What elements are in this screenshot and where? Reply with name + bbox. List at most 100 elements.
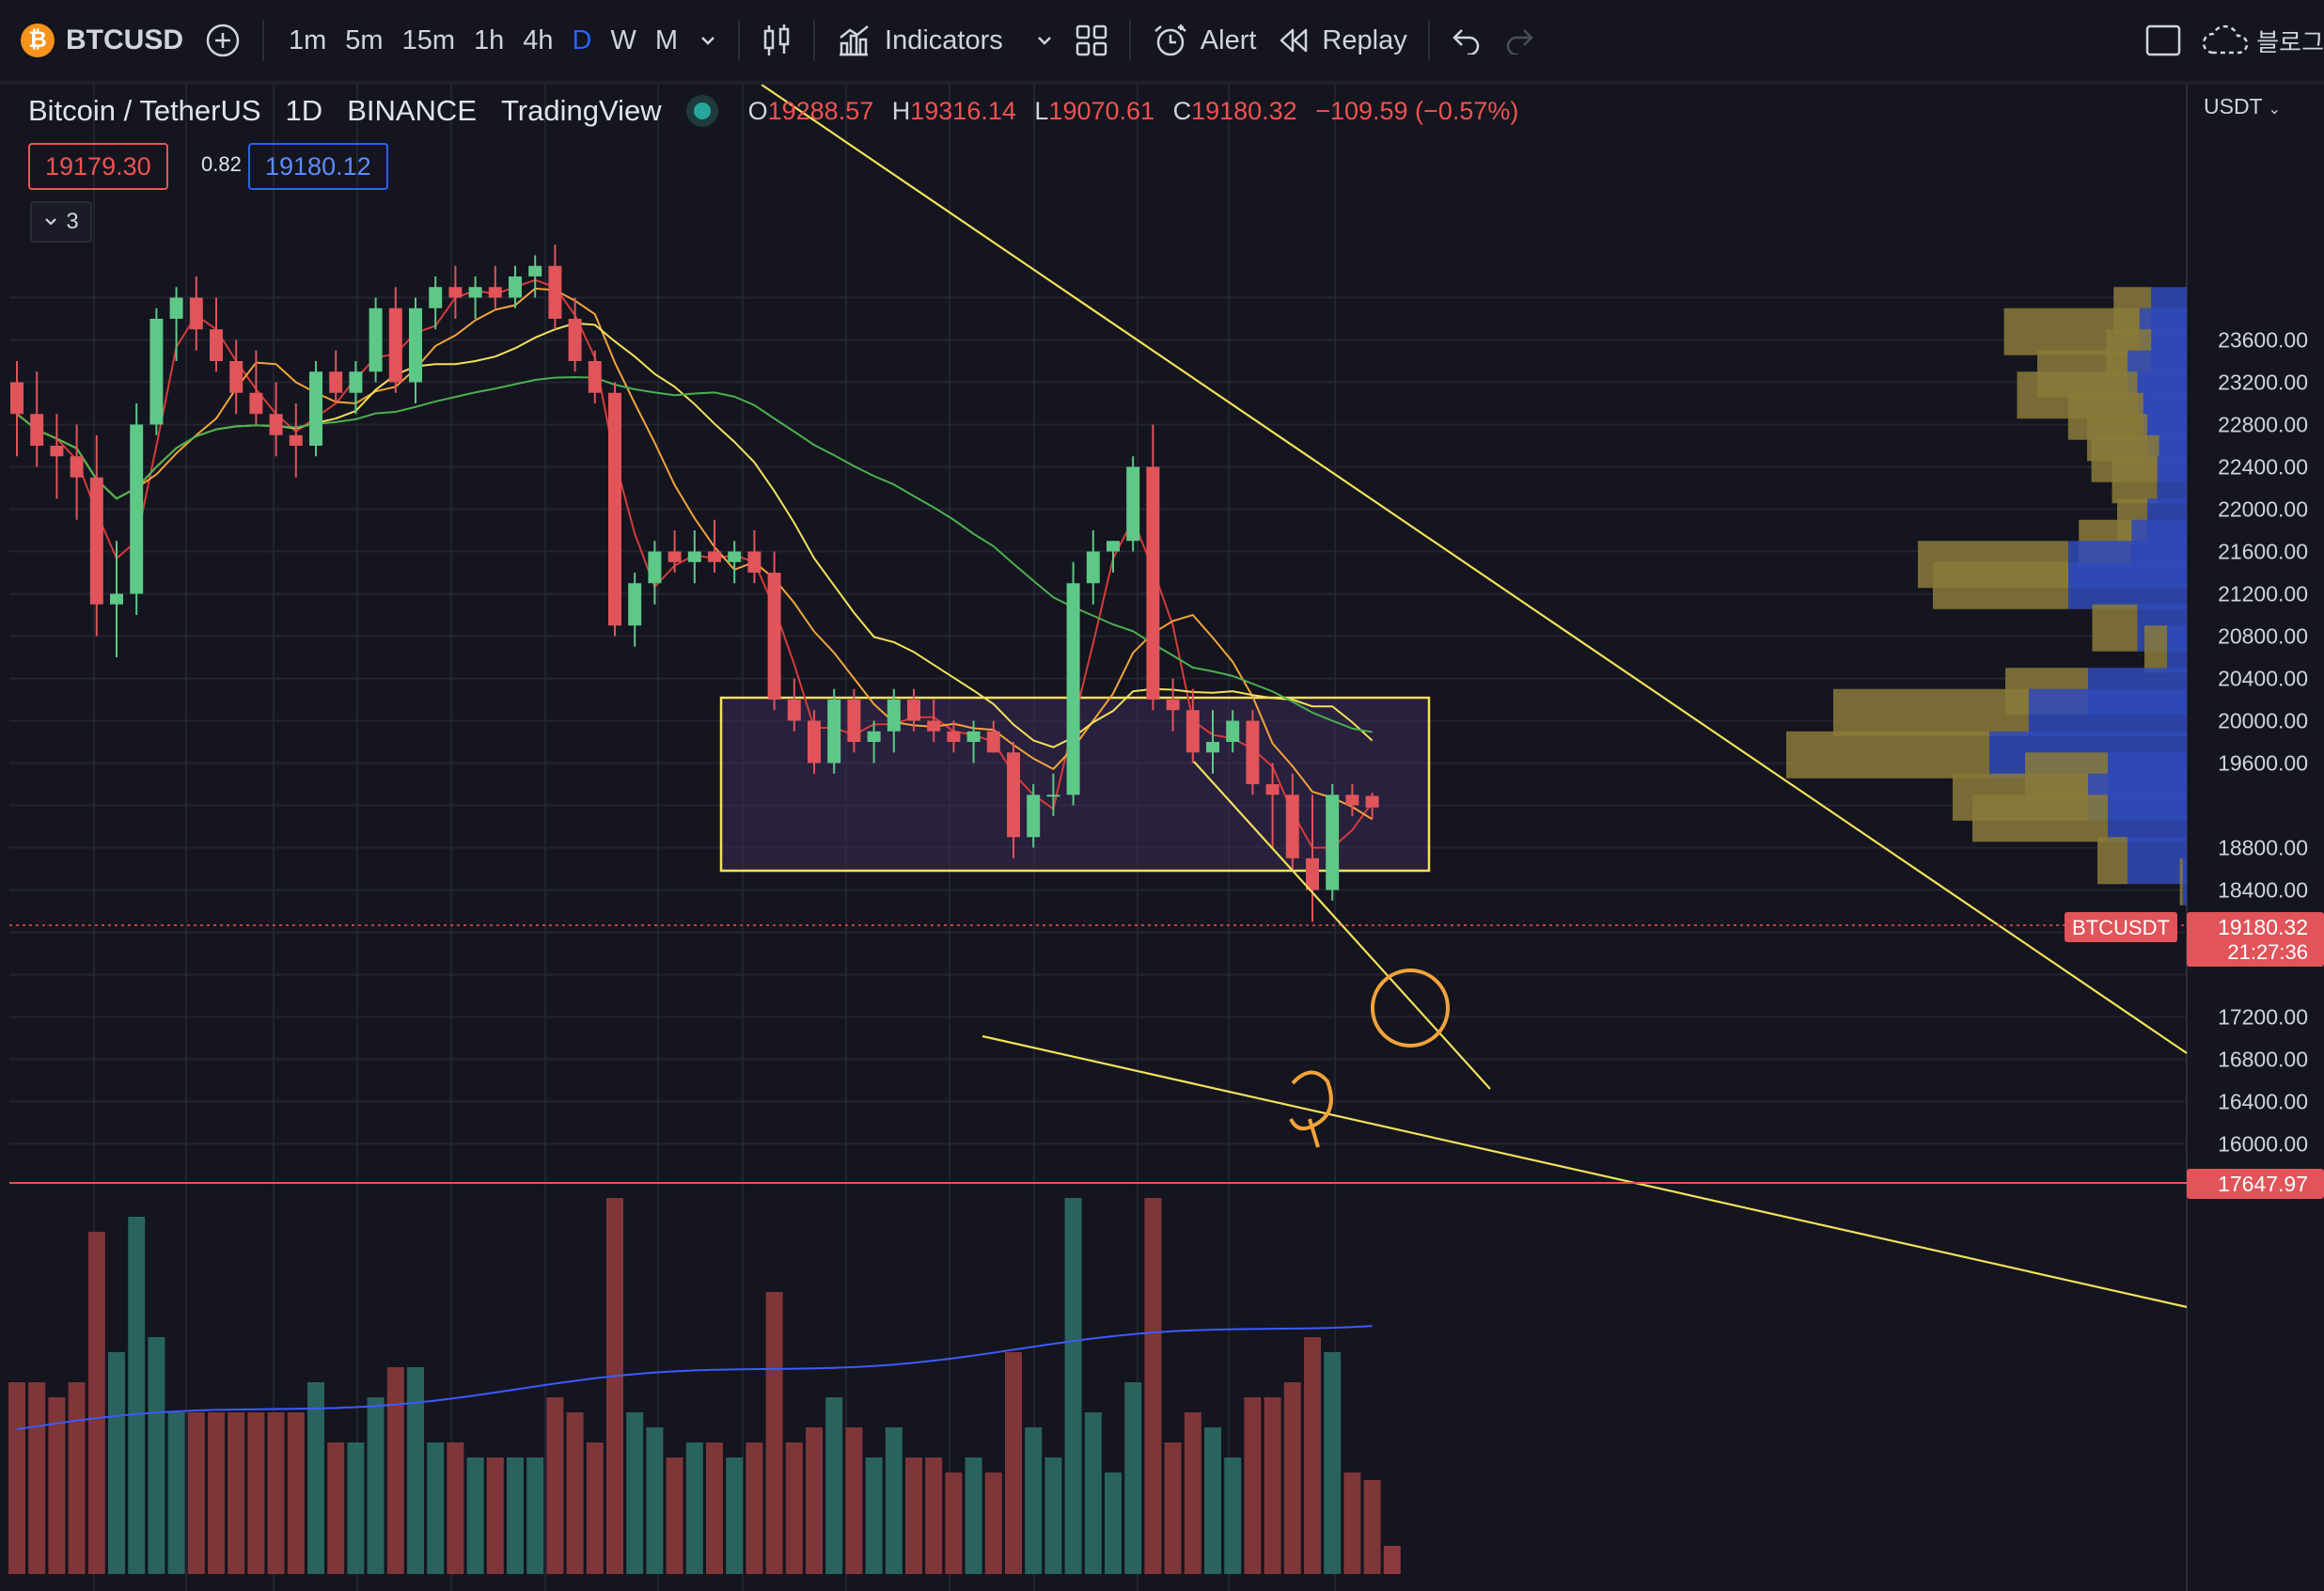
volume-bar — [1363, 1480, 1381, 1574]
source-label: TradingView — [501, 94, 662, 127]
volume-bar — [1224, 1457, 1242, 1574]
candle-body — [1126, 466, 1140, 542]
timeframe-d[interactable]: D — [572, 24, 592, 55]
moving-average-line — [16, 376, 1373, 733]
candle-body — [1285, 795, 1299, 859]
volume-profile-bar-up — [2167, 625, 2187, 673]
volume-bar — [187, 1412, 205, 1574]
price-axis-label: 23200.00 — [2218, 370, 2308, 395]
volume-profile-bar-down — [1833, 688, 2029, 736]
layout-button[interactable] — [1075, 12, 1108, 69]
price-axis-label: 17200.00 — [2218, 1005, 2308, 1030]
plus-circle-icon — [206, 24, 240, 57]
candle-body — [827, 700, 841, 764]
timeframe-4h[interactable]: 4h — [523, 24, 554, 55]
sell-button[interactable]: 19179.30 — [28, 143, 168, 190]
indicators-button[interactable]: Indicators — [836, 12, 1054, 69]
timeframe-1m[interactable]: 1m — [289, 24, 327, 55]
volume-bar — [68, 1382, 86, 1574]
volume-bar — [845, 1427, 863, 1574]
alert-button[interactable]: Alert — [1152, 12, 1257, 69]
chevron-down-icon — [45, 218, 57, 226]
volume-bar — [785, 1442, 803, 1574]
timeframe-w[interactable]: W — [610, 24, 636, 55]
candle-body — [1186, 710, 1200, 753]
timeframe-m[interactable]: M — [654, 24, 679, 55]
volume-profile-bar-down — [1933, 561, 2068, 609]
volume-bar — [905, 1457, 922, 1574]
redo-button[interactable] — [1503, 12, 1535, 69]
price-axis-label: 22000.00 — [2218, 497, 2308, 522]
price-axis-label: 16800.00 — [2218, 1048, 2308, 1072]
volume-bar — [1084, 1412, 1102, 1574]
candle-body — [568, 319, 582, 361]
target-circle-annotation — [1371, 969, 1450, 1048]
support-price-tag-bg — [2187, 1169, 2324, 1199]
volume-bar — [865, 1457, 883, 1574]
candle-body — [110, 593, 123, 605]
timeframe-1h[interactable]: 1h — [474, 24, 505, 55]
price-chart[interactable]: 23600.00 23200.00 22800.00 22400.00 22000.00… — [0, 85, 2324, 1591]
buy-button[interactable]: 19180.12 — [248, 143, 388, 190]
price-axis-label: 23600.00 — [2218, 328, 2308, 353]
chevron-down-icon[interactable] — [699, 31, 717, 50]
volume-profile-bar-down — [2097, 837, 2128, 885]
symbol-name[interactable]: Bitcoin / TetherUS — [28, 94, 261, 127]
price-axis[interactable]: 23600.00 23200.00 22800.00 22400.00 22000.00… — [2065, 328, 2324, 1200]
low-label: L — [1034, 96, 1049, 125]
candle-body — [369, 307, 383, 372]
candle-body — [847, 700, 861, 742]
candle-body — [169, 297, 183, 319]
volume-bar — [1383, 1546, 1401, 1574]
alert-label: Alert — [1200, 24, 1257, 55]
candle-body — [1265, 784, 1280, 796]
timeframe-15m[interactable]: 15m — [401, 24, 456, 55]
candle-body — [1086, 551, 1100, 584]
redo-icon — [1506, 29, 1533, 55]
timeframe-5m[interactable]: 5m — [345, 24, 384, 55]
symbol-search[interactable]: ₿ BTCUSD — [21, 12, 183, 69]
open-label: O — [747, 96, 768, 125]
currency-selector[interactable]: USDT ⌄ — [2204, 94, 2281, 119]
toolbar-divider — [1427, 20, 1430, 61]
indicators-label: Indicators — [885, 24, 1003, 55]
descending-trendline-upper — [761, 85, 2188, 1054]
undo-button[interactable] — [1451, 12, 1483, 69]
chart-type-button[interactable] — [761, 12, 793, 69]
volume-bar — [1144, 1198, 1162, 1574]
compare-add-button[interactable] — [204, 12, 242, 69]
toolbar-divider — [813, 20, 816, 61]
volume-bars — [8, 1198, 1401, 1574]
chart-legend: Bitcoin / TetherUS 1D BINANCE TradingVie… — [28, 94, 1518, 128]
spread-value: 0.82 — [201, 152, 242, 176]
trendline-drawings[interactable] — [9, 85, 2188, 1309]
high-value: 19316.14 — [910, 96, 1016, 125]
volume-bar — [1025, 1427, 1043, 1574]
fullscreen-button[interactable] — [2145, 12, 2181, 69]
candle-body — [1345, 795, 1359, 806]
volume-profile-bar-down — [2092, 604, 2138, 652]
volume-bar — [8, 1382, 25, 1574]
volume-bar — [148, 1337, 165, 1574]
handwritten-q-annotation — [1289, 1070, 1333, 1148]
volume-bar — [327, 1442, 345, 1574]
candle-body — [269, 414, 283, 435]
replay-button[interactable]: Replay — [1277, 12, 1407, 69]
price-axis-label: 22800.00 — [2218, 413, 2308, 437]
volume-profile-bar-down — [2112, 456, 2158, 504]
candle-body — [468, 287, 482, 298]
volume-bar — [1304, 1337, 1321, 1574]
candle-body — [887, 700, 901, 732]
rewind-icon — [1280, 28, 1308, 53]
price-axis-label: 18800.00 — [2218, 836, 2308, 860]
alarm-clock-icon — [1154, 24, 1186, 56]
chevron-down-icon[interactable] — [1035, 31, 1054, 50]
indicator-collapse-button[interactable]: 3 — [30, 201, 92, 243]
volume-profile-bar-up — [2029, 688, 2187, 736]
candle-body — [30, 414, 44, 446]
support-price-label: 17647.97 — [2218, 1172, 2308, 1196]
candle-body — [448, 287, 463, 298]
candle-body — [588, 361, 602, 393]
volume-bar — [746, 1442, 763, 1574]
cloud-save-button[interactable]: 블로그 — [2202, 12, 2324, 69]
